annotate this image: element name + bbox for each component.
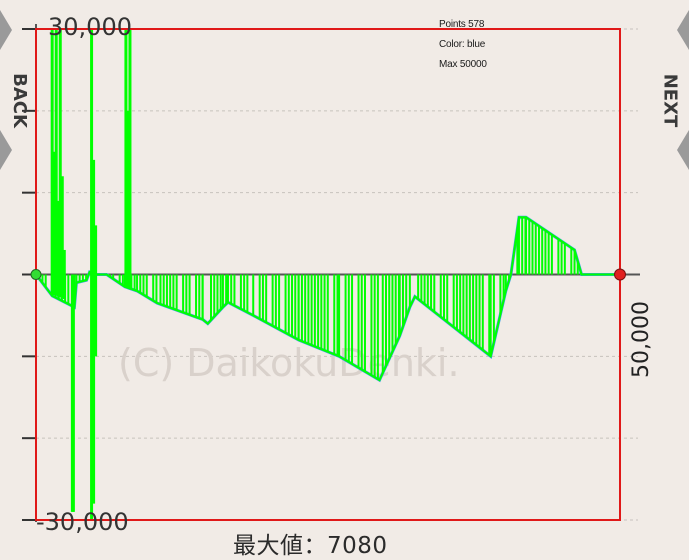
- points-count-label: Points 578: [439, 19, 485, 30]
- watermark-text: (C) DaikokuDenki.: [118, 341, 460, 385]
- series-layer: [34, 29, 620, 520]
- start-marker: [30, 269, 42, 280]
- tick-labels: 30,000 -30,000 50,000: [36, 13, 654, 536]
- end-marker: [614, 268, 626, 281]
- max-label: Max 50000: [439, 59, 487, 70]
- y-tick-label-bottom: -30,000: [36, 508, 129, 536]
- color-label: Color: blue: [439, 39, 486, 50]
- next-button[interactable]: [677, 0, 689, 180]
- markers: [30, 268, 626, 281]
- max-value-footer: 最大値：7080: [233, 533, 388, 559]
- next-arrow-icon: [677, 10, 689, 170]
- back-arrow-icon: [0, 10, 12, 170]
- y-tick-label-top: 30,000: [48, 13, 132, 41]
- back-label[interactable]: BACK: [8, 73, 30, 128]
- axes: [22, 24, 640, 522]
- back-button[interactable]: [0, 0, 12, 180]
- next-label[interactable]: NEXT: [659, 73, 681, 128]
- right-axis-label: 50,000: [629, 301, 654, 378]
- watermark: (C) DaikokuDenki.: [118, 341, 460, 385]
